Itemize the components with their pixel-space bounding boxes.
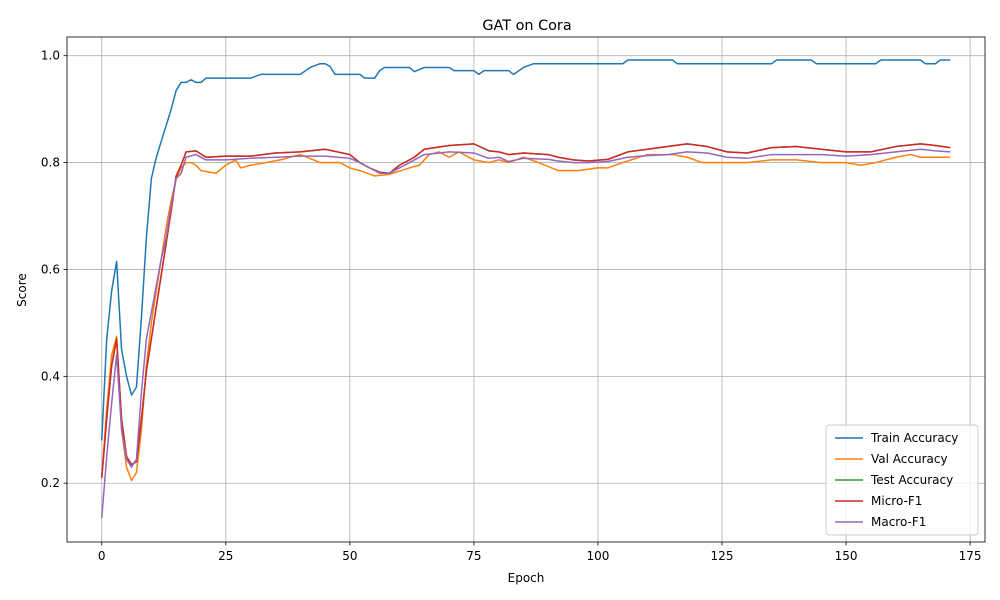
chart-legend: Train Accuracy Val Accuracy Test Accuracy M…	[825, 424, 979, 536]
x-tick-label: 25	[218, 549, 233, 563]
x-tick-label: 125	[711, 549, 734, 563]
series-line-train-accuracy	[100, 59, 951, 441]
legend-box	[825, 424, 979, 536]
y-axis-title: Score	[15, 273, 29, 307]
legend-label-test-accuracy: Test Accuracy	[870, 473, 953, 487]
y-tick-label: 0.6	[41, 262, 60, 276]
series-line-micro-f1	[100, 143, 951, 478]
legend-label-micro-f1: Micro-F1	[871, 494, 922, 508]
legend-label-macro-f1: Macro-F1	[871, 515, 926, 529]
x-tick-label: 175	[959, 549, 982, 563]
x-tick-label: 0	[98, 549, 106, 563]
legend-label-train-accuracy: Train Accuracy	[870, 431, 958, 445]
plot-frame	[66, 36, 986, 543]
plot-series	[100, 59, 951, 519]
y-tick-label: 0.8	[41, 156, 60, 170]
x-tick-label: 75	[466, 549, 481, 563]
x-axis-title: Epoch	[508, 571, 545, 585]
x-tick-label: 50	[342, 549, 357, 563]
legend-label-val-accuracy: Val Accuracy	[871, 452, 948, 466]
y-tick-label: 0.2	[41, 476, 60, 490]
grid-lines	[67, 37, 985, 542]
chart-title: GAT on Cora	[482, 18, 571, 34]
x-tick-label: 150	[835, 549, 858, 563]
series-line-macro-f1	[100, 148, 951, 519]
x-tick-label: 100	[586, 549, 609, 563]
y-tick-label: 1.0	[41, 49, 60, 63]
y-tick-label: 0.4	[41, 369, 60, 383]
axis-ticks: 0 25 50 75 100 125 150 175 0.2 0.4 0.6 0.8 1.0	[41, 49, 982, 563]
